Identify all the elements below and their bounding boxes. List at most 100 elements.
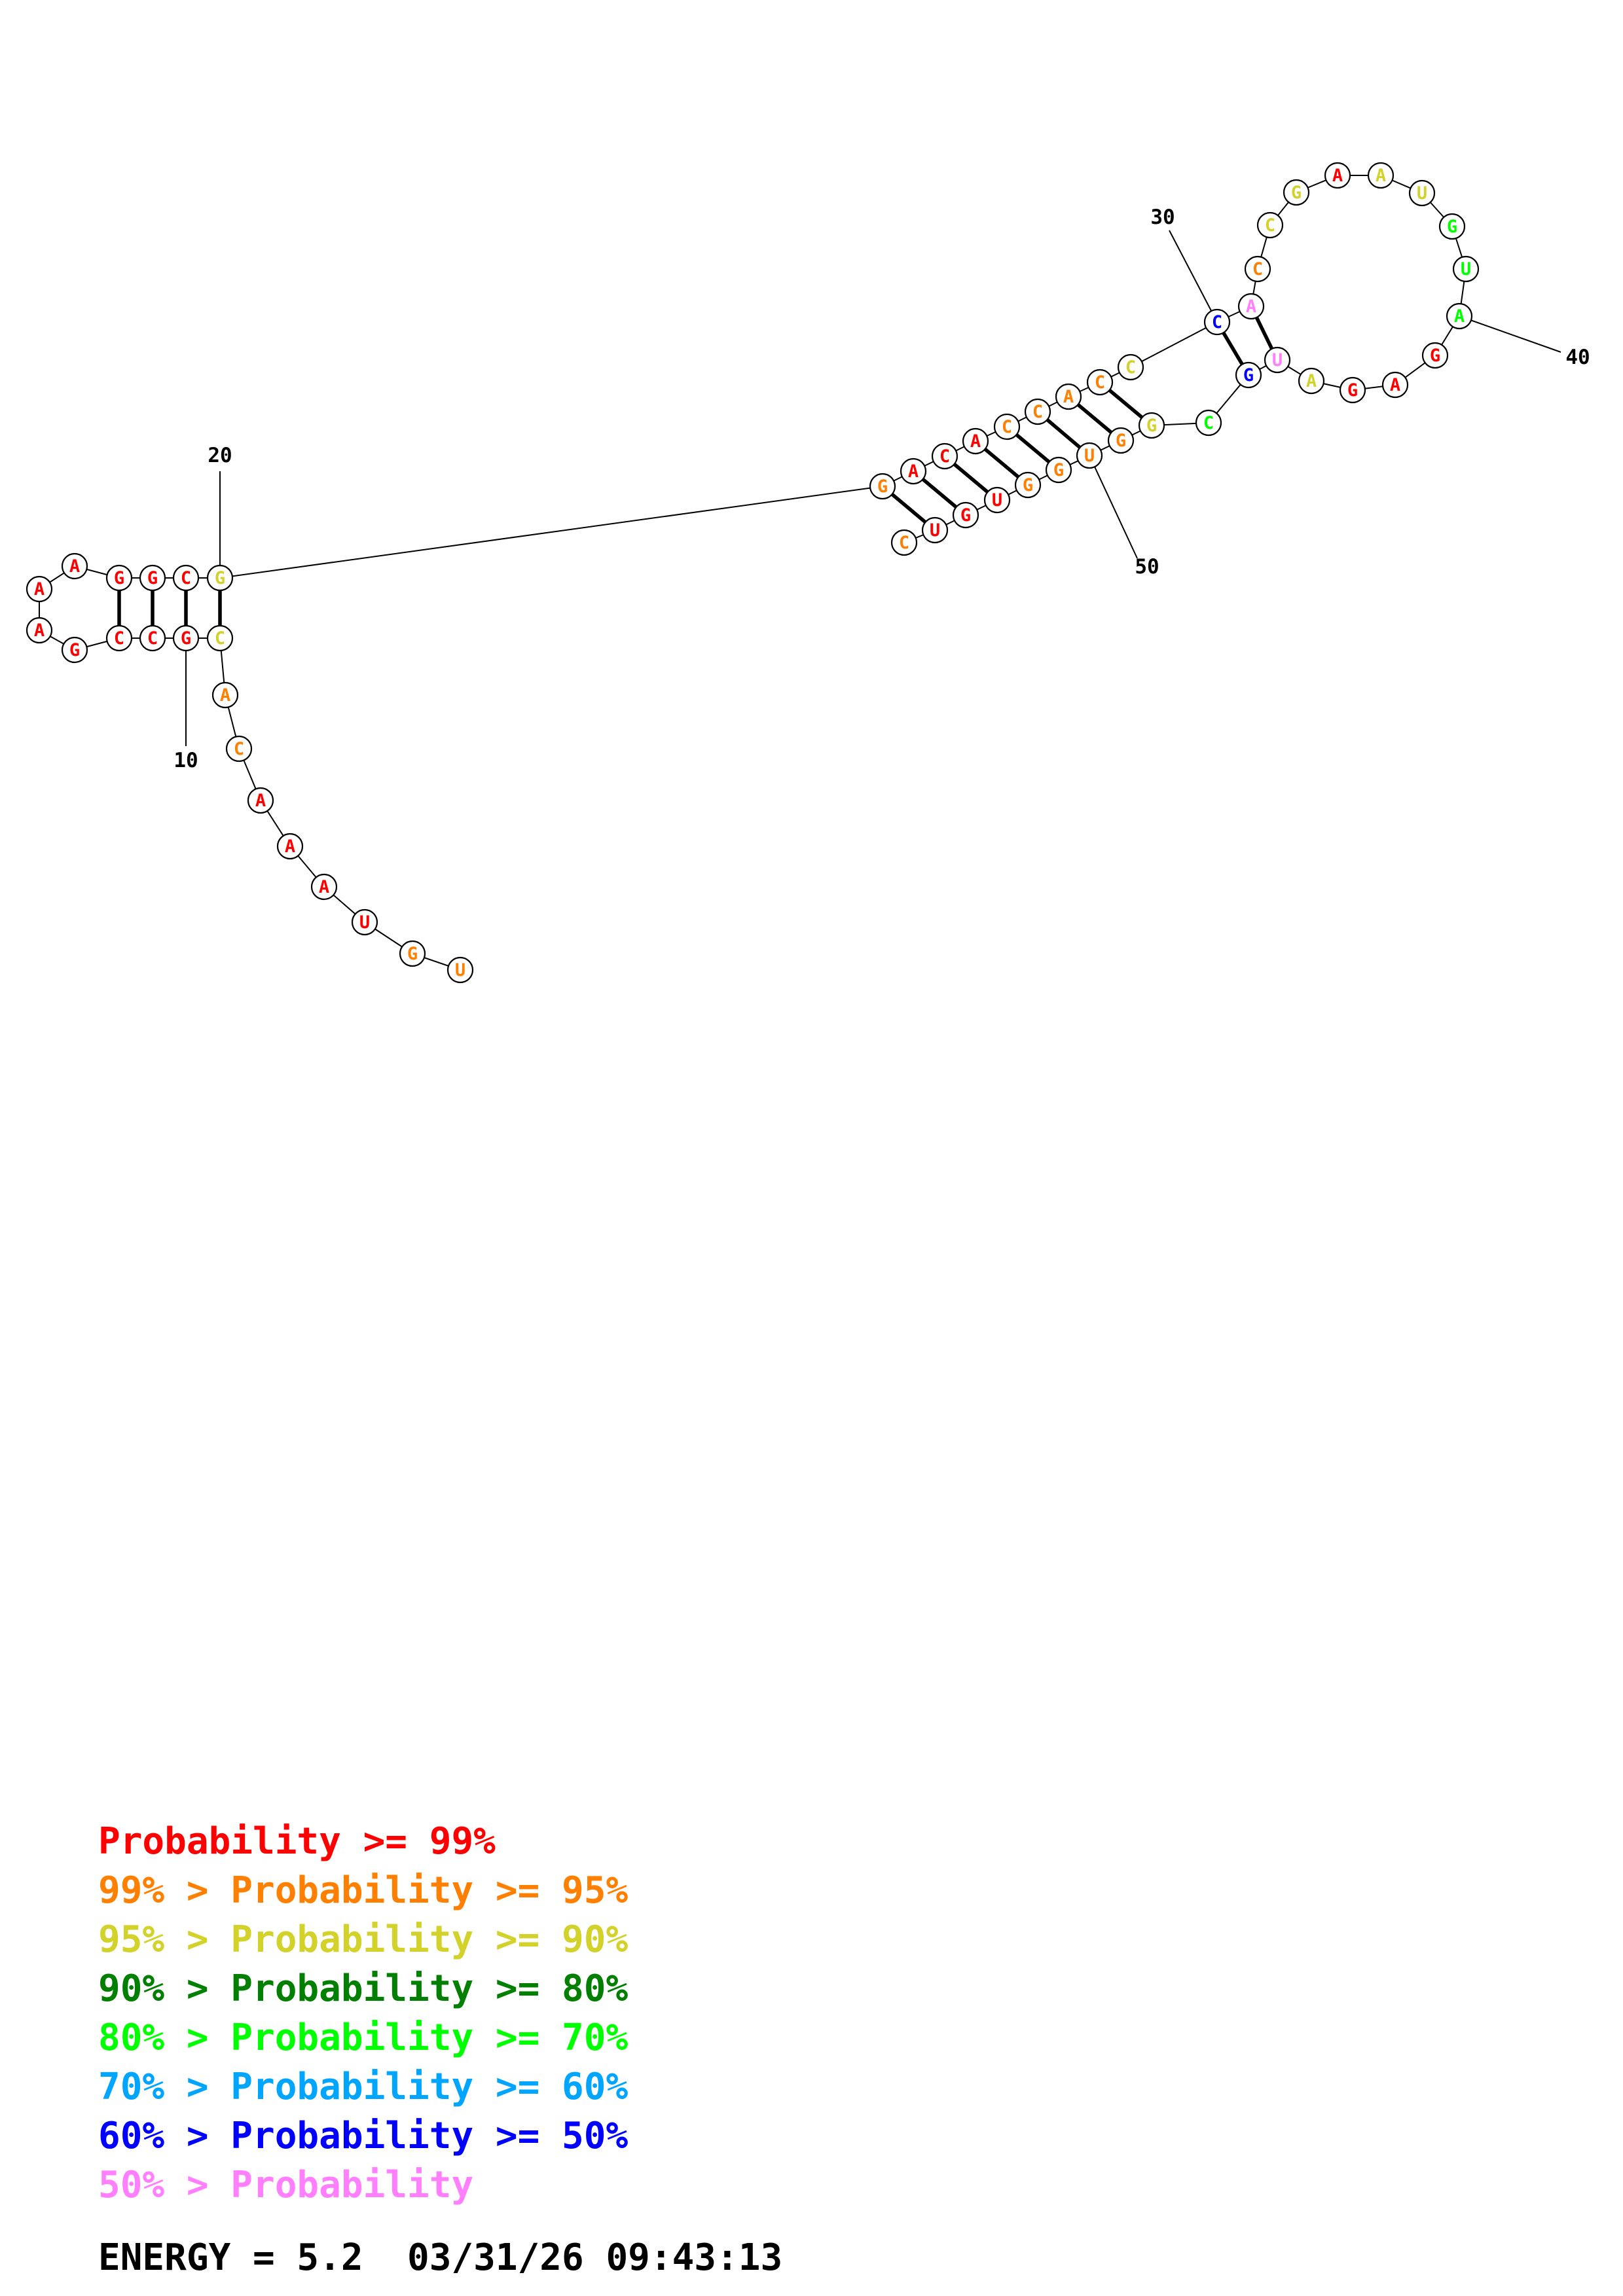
nucleotide: G (952, 501, 979, 529)
nucleotide: G (1014, 471, 1042, 499)
nucleotide-circle (139, 564, 166, 592)
nucleotide-base: U (1461, 259, 1471, 279)
nucleotide-base: G (1447, 217, 1457, 237)
nucleotide-circle (890, 529, 918, 556)
nucleotide: C (1203, 308, 1231, 336)
nucleotide-base: A (285, 836, 295, 857)
energy-timestamp: ENERGY = 5.2 03/31/26 09:43:13 (98, 2236, 782, 2279)
nucleotide: U (351, 908, 378, 936)
nucleotide-base: A (34, 620, 45, 641)
index-label: 40 (1565, 346, 1590, 369)
nucleotide-base: U (359, 912, 370, 933)
nucleotide: G (206, 564, 234, 592)
nucleotide-circle (1086, 368, 1114, 396)
nucleotide-base: U (992, 490, 1002, 511)
nucleotide-circle (206, 564, 234, 592)
nucleotide-base: G (407, 944, 418, 964)
nucleotide-circle (105, 624, 133, 652)
nucleotide-circle (1237, 293, 1265, 320)
nucleotide-base: G (69, 640, 80, 660)
nucleotide-base: G (1053, 460, 1064, 480)
nucleotide-base: U (930, 520, 940, 541)
nucleotide-base: A (220, 685, 230, 706)
nucleotide-base: G (1347, 380, 1358, 401)
nucleotide-circle (1367, 162, 1395, 189)
nucleotide-circle (1452, 255, 1480, 283)
nucleotide-base: G (215, 568, 225, 588)
nucleotide-circle (105, 564, 133, 592)
nucleotide-base: C (1032, 402, 1043, 422)
nucleotide-circle (310, 873, 338, 901)
nucleotide: U (1408, 179, 1436, 207)
nucleotide: G (1421, 342, 1449, 369)
legend-entry: 99% > Probability >= 95% (98, 1869, 628, 1912)
nucleotide: A (211, 681, 239, 709)
legend-entry: 60% > Probability >= 50% (98, 2115, 628, 2157)
nucleotide-circle (1203, 308, 1231, 336)
nucleotide-circle (1381, 371, 1409, 399)
nucleotide-circle (983, 486, 1011, 514)
nucleotide-circle (1014, 471, 1042, 499)
nucleotide-circle (931, 442, 958, 470)
nucleotide-base: U (455, 960, 465, 980)
nucleotide-base: C (939, 446, 950, 467)
nucleotide-circle (1244, 255, 1271, 283)
nucleotide: A (310, 873, 338, 901)
nucleotide: A (1237, 293, 1265, 320)
nucleotide-circle (1235, 361, 1262, 389)
nucleotide-base: A (908, 461, 919, 482)
nucleotide: A (1298, 367, 1325, 395)
nucleotide-base: U (1417, 183, 1427, 204)
legend-entry: 50% > Probability (98, 2164, 473, 2206)
nucleotide-base: C (1203, 413, 1214, 433)
nucleotide-base: G (1430, 346, 1440, 366)
nucleotide: A (1381, 371, 1409, 399)
nucleotide: U (447, 956, 474, 984)
nucleotide-base: U (1272, 350, 1283, 370)
legend-entry: 95% > Probability >= 90% (98, 1918, 628, 1961)
nucleotide-circle (26, 575, 53, 603)
nucleotide-circle (225, 735, 253, 762)
nucleotide-base: C (114, 628, 124, 649)
nucleotide: C (139, 624, 166, 652)
index-label: 50 (1135, 555, 1159, 579)
nucleotide: C (1256, 211, 1284, 239)
nucleotide: G (61, 636, 88, 664)
nucleotide-circle (247, 787, 274, 814)
nucleotide: G (105, 564, 133, 592)
nucleotide-base: C (1212, 312, 1222, 332)
nucleotide-circle (1283, 179, 1310, 206)
nucleotide: G (869, 473, 896, 500)
nucleotide-base: G (960, 505, 971, 526)
nucleotide-base: C (1252, 259, 1263, 279)
nucleotide-circle (447, 956, 474, 984)
nucleotide-circle (1446, 302, 1473, 330)
nucleotide-circle (1138, 412, 1165, 439)
nucleotide-base: G (1146, 416, 1157, 436)
nucleotide-circle (1264, 346, 1291, 374)
nucleotide: G (1045, 456, 1072, 484)
nucleotide-circle (1298, 367, 1325, 395)
nucleotide-base: A (319, 877, 329, 897)
index-tick (1089, 455, 1138, 559)
nucleotide-circle (1107, 427, 1135, 454)
nucleotide-base: G (1116, 431, 1126, 451)
nucleotide-circle (172, 624, 200, 652)
index-tick (1169, 230, 1218, 323)
nucleotide-base: G (1023, 475, 1033, 495)
nucleotide: G (172, 624, 200, 652)
nucleotide: G (1107, 427, 1135, 454)
nucleotide: U (921, 516, 949, 544)
nucleotide-circle (351, 908, 378, 936)
nucleotide: A (962, 427, 989, 455)
nucleotide: A (1446, 302, 1473, 330)
nucleotide-circle (26, 617, 53, 644)
nucleotide-circle (869, 473, 896, 500)
nucleotide-base: C (181, 568, 191, 588)
nucleotide-base: G (114, 568, 124, 588)
nucleotide-base: U (1084, 446, 1095, 466)
nucleotide: C (1024, 398, 1051, 425)
nucleotide-base: A (1390, 375, 1400, 395)
nucleotide-circle (1076, 442, 1103, 469)
